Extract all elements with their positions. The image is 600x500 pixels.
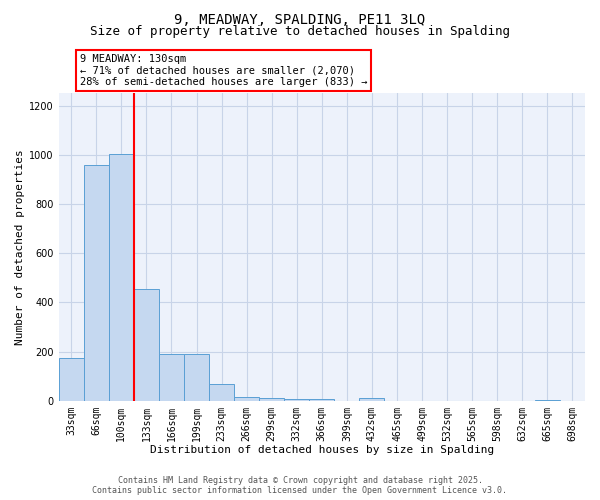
Bar	[59, 358, 84, 401]
Y-axis label: Number of detached properties: Number of detached properties	[15, 149, 25, 345]
Bar	[259, 398, 284, 400]
Text: Size of property relative to detached houses in Spalding: Size of property relative to detached ho…	[90, 25, 510, 38]
Text: 9 MEADWAY: 130sqm
← 71% of detached houses are smaller (2,070)
28% of semi-detac: 9 MEADWAY: 130sqm ← 71% of detached hous…	[80, 54, 367, 88]
Bar	[84, 164, 109, 400]
Bar	[159, 354, 184, 401]
Text: 9, MEADWAY, SPALDING, PE11 3LQ: 9, MEADWAY, SPALDING, PE11 3LQ	[175, 12, 425, 26]
Bar	[209, 384, 234, 400]
Bar	[134, 289, 159, 401]
Bar	[234, 397, 259, 400]
X-axis label: Distribution of detached houses by size in Spalding: Distribution of detached houses by size …	[150, 445, 494, 455]
Bar	[359, 398, 385, 400]
Text: Contains HM Land Registry data © Crown copyright and database right 2025.
Contai: Contains HM Land Registry data © Crown c…	[92, 476, 508, 495]
Bar	[109, 154, 134, 400]
Bar	[184, 354, 209, 401]
